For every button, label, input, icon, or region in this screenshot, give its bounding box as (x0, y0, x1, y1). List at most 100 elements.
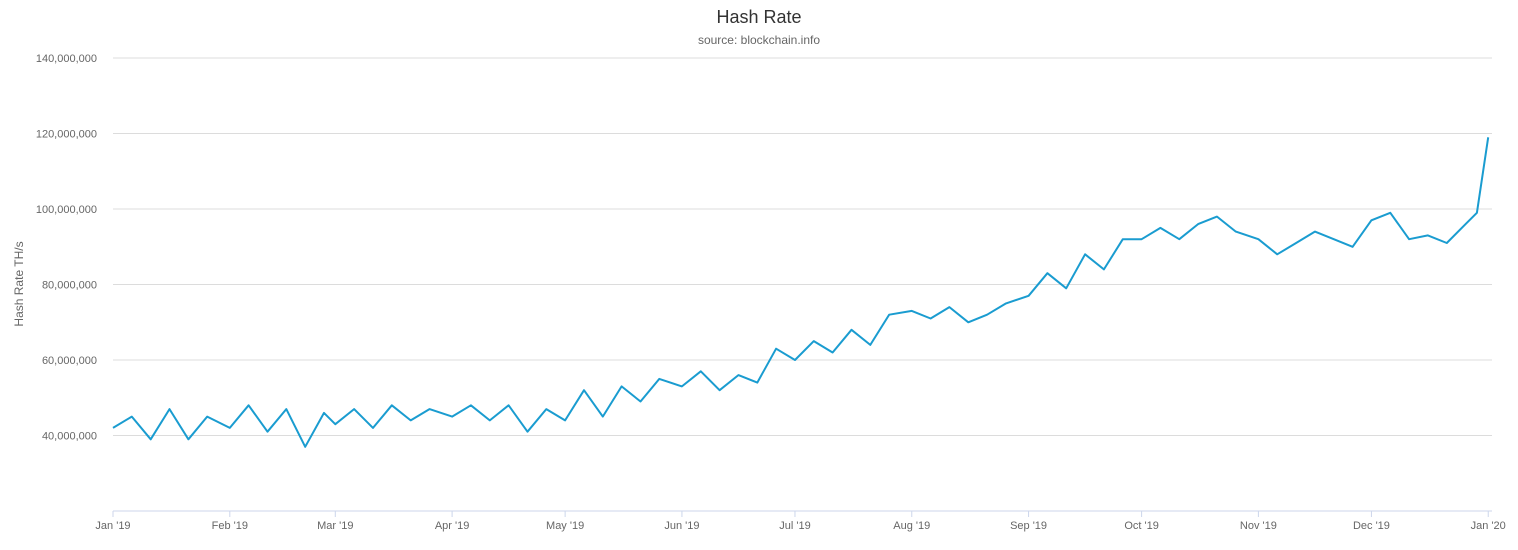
data-point (1177, 237, 1181, 241)
data-point (1256, 237, 1260, 241)
data-point (450, 415, 454, 419)
x-tick-label: Jul '19 (779, 520, 810, 532)
x-tick-label: Oct '19 (1124, 520, 1159, 532)
data-point (966, 320, 970, 324)
data-point (1004, 301, 1008, 305)
data-point (1275, 252, 1279, 256)
data-point (544, 407, 548, 411)
data-point (205, 415, 209, 419)
data-point (111, 426, 115, 430)
data-point (333, 422, 337, 426)
x-tick-label: Jan '20 (1471, 520, 1506, 532)
data-point (1294, 241, 1298, 245)
x-tick-label: Dec '19 (1353, 520, 1390, 532)
data-point (1351, 245, 1355, 249)
data-point (868, 343, 872, 347)
data-point (525, 430, 529, 434)
data-point (582, 388, 586, 392)
data-point (390, 403, 394, 407)
x-tick-label: May '19 (546, 520, 584, 532)
y-tick-label: 120,000,000 (36, 129, 97, 141)
y-tick-label: 100,000,000 (36, 204, 97, 216)
x-tick-label: Mar '19 (317, 520, 353, 532)
data-point (1045, 271, 1049, 275)
data-point (1475, 211, 1479, 215)
data-point (488, 418, 492, 422)
data-point (736, 373, 740, 377)
y-tick-label: 140,000,000 (36, 53, 97, 65)
data-point (718, 388, 722, 392)
data-point (1313, 230, 1317, 234)
data-point (427, 407, 431, 411)
x-tick-label: Nov '19 (1240, 520, 1277, 532)
data-point (755, 381, 759, 385)
data-point (1064, 286, 1068, 290)
x-tick-label: Jun '19 (664, 520, 699, 532)
data-point (352, 407, 356, 411)
data-point (1407, 237, 1411, 241)
x-tick-label: Aug '19 (893, 520, 930, 532)
data-point (1234, 230, 1238, 234)
data-point (887, 313, 891, 317)
data-point (469, 403, 473, 407)
data-point (371, 426, 375, 430)
data-point (322, 411, 326, 415)
data-point (130, 415, 134, 419)
data-point (812, 339, 816, 343)
x-tick-label: Jan '19 (95, 520, 130, 532)
x-tick-label: Sep '19 (1010, 520, 1047, 532)
data-point (228, 426, 232, 430)
data-point (699, 369, 703, 373)
data-point (620, 384, 624, 388)
data-point (849, 328, 853, 332)
data-point (831, 350, 835, 354)
x-tick-label: Apr '19 (435, 520, 470, 532)
data-point (284, 407, 288, 411)
y-tick-label: 80,000,000 (42, 280, 97, 292)
data-point (985, 313, 989, 317)
data-point (1445, 241, 1449, 245)
data-point (1426, 233, 1430, 237)
data-point (1140, 237, 1144, 241)
data-point (601, 415, 605, 419)
data-point (680, 384, 684, 388)
data-point (910, 309, 914, 313)
y-axis-title: Hash Rate TH/s (12, 241, 26, 326)
gridlines (113, 57, 1492, 436)
data-point (638, 400, 642, 404)
y-axis-labels: 40,000,000 60,000,000 80,000,000 100,000,00… (36, 53, 97, 443)
data-point (1332, 237, 1336, 241)
data-point (507, 403, 511, 407)
x-tick-label: Feb '19 (212, 520, 248, 532)
data-point (303, 445, 307, 449)
series (111, 135, 1490, 449)
data-point (1121, 237, 1125, 241)
data-point (186, 437, 190, 441)
data-point (1464, 222, 1468, 226)
data-point (1369, 218, 1373, 222)
data-point (1083, 252, 1087, 256)
chart-title: Hash Rate (716, 7, 802, 27)
data-point (149, 437, 153, 441)
data-point (793, 358, 797, 362)
data-point (247, 403, 251, 407)
y-tick-label: 40,000,000 (42, 431, 97, 443)
y-tick-label: 60,000,000 (42, 355, 97, 367)
data-point (1158, 226, 1162, 230)
chart-subtitle: source: blockchain.info (697, 33, 821, 47)
x-axis: Jan '19 Feb '19 Mar '19 Apr '19 May '19 Jun '… (95, 510, 1506, 532)
data-point (947, 305, 951, 309)
data-point (1027, 294, 1031, 298)
data-point (563, 418, 567, 422)
data-point (1196, 222, 1200, 226)
data-point (168, 407, 172, 411)
data-point (1486, 135, 1490, 139)
data-point (1102, 267, 1106, 271)
data-point (774, 347, 778, 351)
data-point (657, 377, 661, 381)
data-point (409, 418, 413, 422)
data-point (265, 430, 269, 434)
data-point (1215, 215, 1219, 219)
